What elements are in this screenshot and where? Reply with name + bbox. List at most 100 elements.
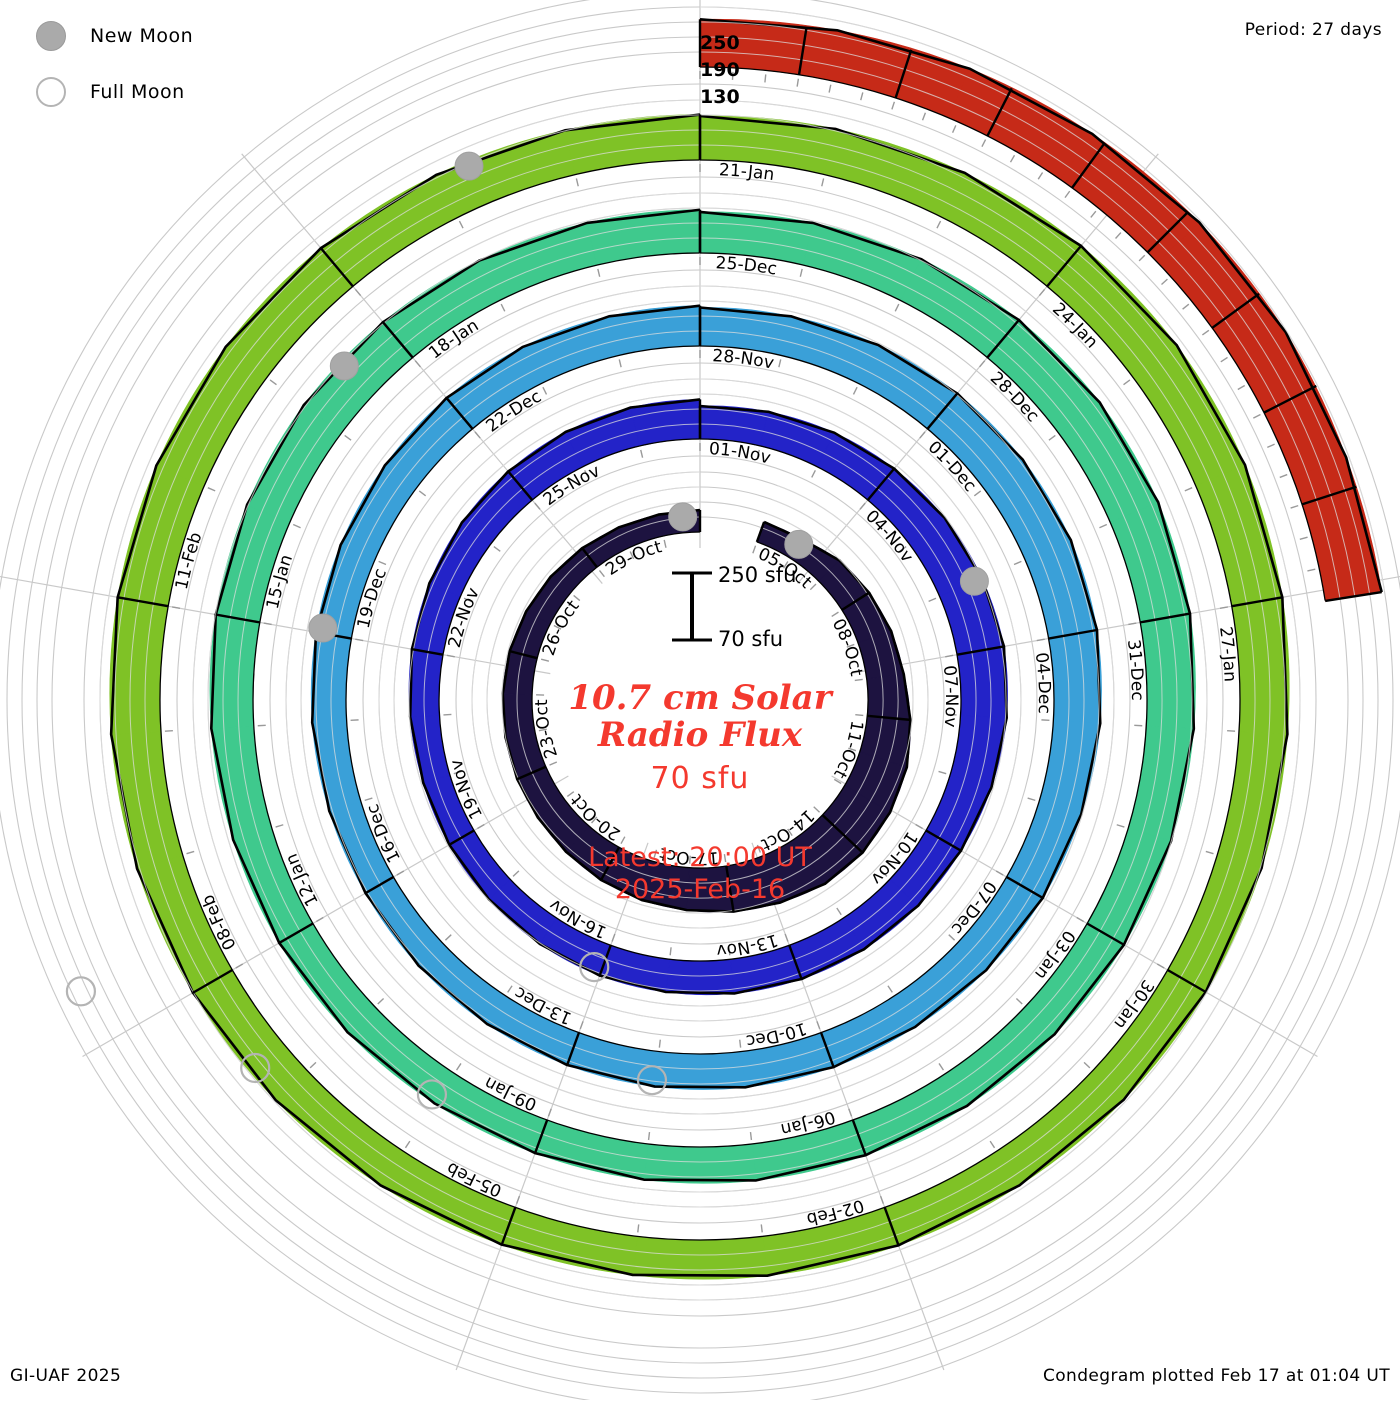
day-tick [415, 361, 420, 367]
day-tick [535, 503, 540, 509]
day-tick [1139, 255, 1145, 261]
day-tick [187, 851, 195, 853]
flux-band-layer [100, 7, 1384, 1300]
filled-circle-icon [36, 21, 66, 51]
day-tick [405, 1141, 409, 1148]
day-tick [1220, 607, 1228, 608]
day-tick [945, 655, 953, 656]
day-tick [832, 612, 839, 616]
legend-item-full-moon: Full Moon [22, 64, 352, 120]
day-tick [494, 547, 500, 552]
plot-timestamp-label: Condegram plotted Feb 17 at 01:04 UT [1043, 1366, 1390, 1386]
ring-date-label: 31-Dec [1123, 638, 1147, 700]
day-tick [1117, 825, 1125, 827]
day-tick [892, 102, 894, 110]
day-tick [236, 964, 243, 968]
day-tick [670, 947, 671, 955]
flux-segment [997, 1071, 1124, 1186]
day-tick [939, 1063, 943, 1070]
day-tick [1267, 444, 1274, 447]
day-tick [649, 1132, 650, 1140]
day-tick [397, 871, 404, 875]
day-tick [355, 289, 360, 295]
day-tick [576, 178, 578, 186]
day-tick [459, 221, 463, 228]
day-tick [548, 1109, 551, 1117]
day-tick [817, 1021, 820, 1029]
moon-phase-legend: New Moon Full Moon [22, 8, 352, 120]
latest-observation-label: Latest: 20:00 UT 2025-Feb-16 [430, 842, 970, 906]
day-tick [1206, 851, 1214, 853]
day-tick [1016, 999, 1022, 1004]
day-tick [980, 361, 985, 367]
day-tick [974, 491, 980, 496]
day-tick [1183, 304, 1189, 309]
flux-segment [210, 615, 260, 729]
full-moon-marker [418, 1080, 446, 1108]
day-tick [849, 1109, 852, 1117]
day-tick [797, 79, 798, 87]
day-tick [949, 935, 955, 940]
day-tick [800, 269, 802, 277]
period-label: Period: 27 days [1245, 20, 1382, 40]
day-tick [953, 125, 956, 132]
day-tick [751, 1132, 752, 1140]
day-tick [501, 304, 505, 311]
day-tick [543, 387, 547, 394]
day-tick [445, 935, 451, 940]
day-tick [355, 639, 363, 640]
day-tick [1157, 964, 1164, 968]
day-tick [580, 1021, 583, 1029]
day-tick [1084, 1062, 1090, 1067]
day-tick [293, 525, 300, 528]
day-tick [457, 1063, 461, 1070]
day-tick [1077, 918, 1084, 922]
flux-segment [1110, 502, 1190, 622]
day-tick [1038, 172, 1042, 179]
flux-segment [479, 223, 597, 301]
ring-date-label: 04-Dec [1031, 651, 1054, 714]
flux-segment [885, 1151, 1020, 1245]
day-tick [1238, 386, 1245, 390]
center-annotation: 10.7 cm Solar Radio Flux 70 sfu Latest: … [430, 680, 970, 906]
flux-segment [110, 597, 168, 734]
flux-segment [535, 1120, 648, 1180]
day-tick [310, 1062, 316, 1067]
flux-segment [609, 306, 700, 356]
day-tick [1116, 233, 1121, 239]
day-tick [853, 387, 857, 394]
day-tick [1202, 330, 1208, 335]
day-tick [598, 269, 600, 277]
new-moon-marker [669, 503, 697, 531]
new-moon-marker [309, 614, 337, 642]
top-scale-value-250: 250 [700, 32, 740, 54]
new-moon-marker [960, 567, 988, 595]
legend-label-full-moon: Full Moon [90, 81, 185, 103]
day-tick [920, 432, 925, 438]
day-tick [923, 113, 926, 120]
day-tick [419, 491, 425, 496]
day-tick [664, 540, 666, 548]
top-scale-value-130: 130 [700, 86, 740, 108]
full-moon-marker [580, 953, 608, 981]
scale-bar [672, 573, 712, 640]
day-tick [982, 140, 986, 147]
day-tick [659, 1040, 660, 1048]
day-tick [1253, 414, 1260, 418]
full-moon-marker [638, 1066, 666, 1094]
day-tick [447, 655, 455, 656]
day-tick [996, 871, 1003, 875]
day-tick [937, 221, 941, 228]
flux-segment [419, 943, 506, 1024]
day-tick [740, 1040, 741, 1048]
day-tick [1011, 155, 1015, 162]
flux-segment [523, 316, 619, 383]
day-tick [1099, 525, 1106, 528]
day-tick [345, 435, 351, 440]
day-tick [1161, 279, 1167, 284]
day-tick [1128, 623, 1136, 624]
day-tick [810, 584, 816, 590]
day-tick [276, 825, 284, 827]
day-tick [785, 934, 788, 942]
flux-segment [827, 30, 970, 118]
